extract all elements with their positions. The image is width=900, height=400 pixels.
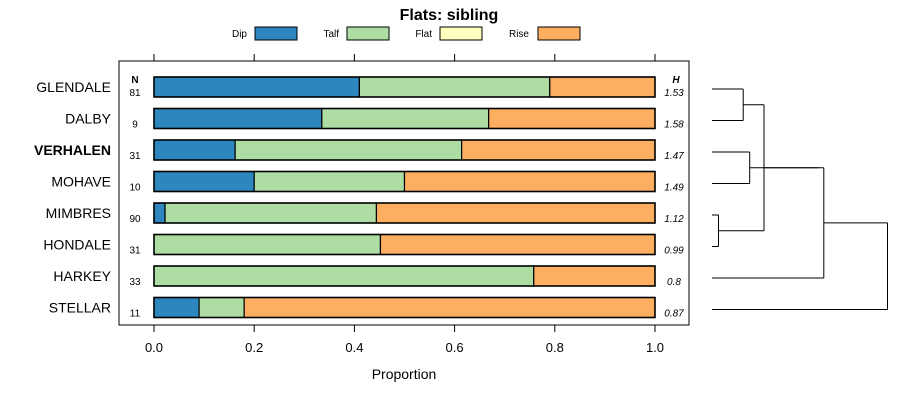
bar-outline [153,170,656,193]
bar-segment-dip [153,296,200,319]
bar-segment-talf [358,76,551,98]
row-label: HARKEY [53,268,111,284]
row-label: GLENDALE [36,79,111,95]
row-h-value: 1.53 [664,88,684,99]
bar-outline [153,233,656,256]
bar-segment-rise [533,265,656,287]
bar-outline [153,265,656,287]
bar-segment-talf [321,107,490,130]
bar-segment-dip [153,170,255,193]
chart-title: Flats: sibling [400,7,499,24]
bar-segment-talf [153,265,535,287]
legend-label-talf: Talf [323,29,339,40]
bar-segment-dip [153,139,236,161]
bar-rows: GLENDALE 81 1.53 DALBY 9 1.58 VERHALEN 31 1.47 MO… [34,76,684,320]
row-n-value: 31 [129,151,141,162]
row-label: MOHAVE [51,174,111,190]
bar-segment-talf [198,296,245,319]
bar-segment-talf [234,139,463,161]
legend-swatch-dip [254,26,298,41]
bar-segment-rise [461,139,656,161]
h-column-header: H [672,75,680,86]
row-n-value: 33 [129,277,141,288]
bar-segment-rise [549,76,656,98]
x-tick-label: 0.4 [345,340,363,355]
bar-outline [153,76,656,98]
bar-segment-rise [403,170,656,193]
legend-label-dip: Dip [232,29,247,40]
x-tick-label: 0.2 [245,340,263,355]
row-n-value: 11 [130,309,141,320]
bar-segment-rise [379,233,656,256]
bar-segment-rise [488,107,656,130]
row-h-value: 1.58 [664,120,684,131]
bar-outline [153,296,656,319]
row-label: MIMBRES [46,205,111,221]
x-axis-label: Proportion [372,366,437,382]
row-h-value: 0.99 [664,246,684,257]
row-n-value: 9 [132,120,138,131]
bar-segment-rise [243,296,656,319]
row-n-value: 90 [129,214,141,225]
x-axis: 0.0 0.2 0.4 0.6 0.8 1.0 [145,54,664,355]
x-tick-label: 0.0 [145,340,163,355]
row-label: VERHALEN [34,142,111,158]
legend-swatch-talf [346,26,390,41]
row-label: STELLAR [49,300,111,316]
row-h-value: 0.8 [667,277,681,288]
bar-segment-talf [153,233,382,256]
bar-segment-talf [253,170,406,193]
legend-swatch-flat [439,26,483,41]
row-h-value: 0.87 [664,309,684,320]
row-h-value: 1.47 [664,151,684,162]
bar-segment-dip [153,76,361,98]
bar-segment-dip [153,202,166,224]
row-label: HONDALE [43,237,111,253]
row-h-value: 1.49 [664,183,684,194]
bar-segment-dip [153,107,323,130]
bar-segment-talf [164,202,378,224]
legend: Dip Talf Flat Rise [232,26,581,41]
legend-label-rise: Rise [509,29,529,40]
bar-segment-rise [375,202,656,224]
bar-outline [153,202,656,224]
legend-swatch-rise [537,26,581,41]
x-tick-label: 0.8 [546,340,564,355]
bar-outline [153,139,656,161]
row-h-value: 1.12 [664,214,684,225]
row-label: DALBY [65,111,112,127]
n-column-header: N [131,75,138,86]
plot-frame [118,60,690,326]
bar-outline [153,107,656,130]
row-n-value: 10 [129,183,141,194]
legend-label-flat: Flat [415,29,432,40]
row-n-value: 81 [129,88,141,99]
row-n-value: 31 [129,246,141,257]
x-tick-label: 1.0 [646,340,664,355]
dendrogram [712,88,888,310]
x-tick-label: 0.6 [446,340,464,355]
